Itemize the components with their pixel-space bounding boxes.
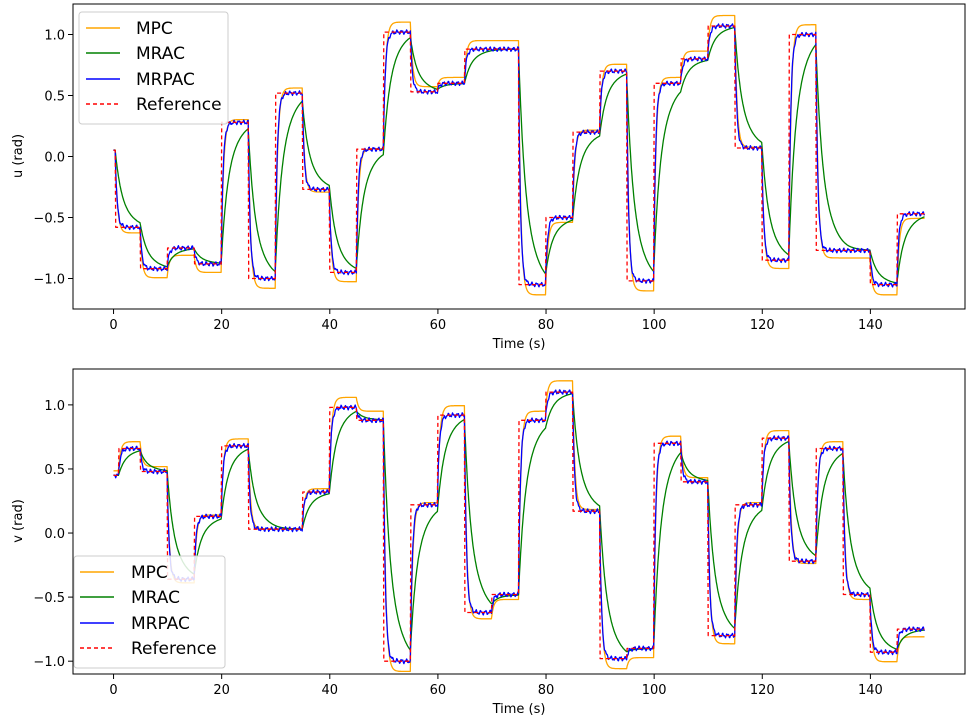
x-tick-label: 60 <box>430 683 447 698</box>
y-axis-label: u (rad) <box>11 134 26 178</box>
series-reference-line <box>113 25 925 286</box>
legend: MPC MRAC MRPAC Reference <box>73 555 226 669</box>
y-tick-label: 0.5 <box>44 90 65 105</box>
x-tick-label: 120 <box>750 683 775 698</box>
y-tick-label: 0.5 <box>44 463 65 478</box>
y-axis-label: v (rad) <box>11 499 26 543</box>
axis-ticks: 0 20 40 60 80 100 120 140 −1.0 −0.5 0.0 0.5 1.0 <box>33 29 882 334</box>
series-reference-line <box>113 391 925 662</box>
x-tick-label: 40 <box>322 683 339 698</box>
series-lines <box>113 380 926 673</box>
legend: MPC MRAC MRPAC Reference <box>78 11 229 125</box>
x-axis-label: Time (s) <box>492 337 546 352</box>
x-tick-label: 140 <box>858 683 883 698</box>
legend-box <box>73 555 226 669</box>
series-lines <box>113 14 926 296</box>
y-tick-label: 0.0 <box>44 151 65 166</box>
axes-frame <box>72 368 966 675</box>
x-tick-label: 20 <box>213 683 230 698</box>
legend-label-mrac: MRAC <box>136 44 185 64</box>
x-tick-label: 0 <box>109 683 117 698</box>
x-tick-label: 20 <box>213 318 230 333</box>
legend-label-mrpac: MRPAC <box>131 614 190 634</box>
legend-label-mpc: MPC <box>131 563 168 583</box>
axis-ticks: 0 20 40 60 80 100 120 140 −1.0 −0.5 0.0 0.5 1.0 <box>33 399 882 698</box>
legend-box <box>78 11 229 125</box>
x-tick-label: 80 <box>538 318 555 333</box>
x-tick-label: 60 <box>430 318 447 333</box>
legend-label-mrpac: MRPAC <box>136 70 195 90</box>
y-tick-label: −0.5 <box>33 591 65 606</box>
x-tick-label: 40 <box>322 318 339 333</box>
legend-label-reference: Reference <box>131 639 217 659</box>
y-tick-label: −1.0 <box>33 655 65 670</box>
x-tick-label: 100 <box>642 683 667 698</box>
y-tick-label: 0.0 <box>44 527 65 542</box>
legend-label-reference: Reference <box>136 95 222 115</box>
y-tick-label: 1.0 <box>44 29 65 44</box>
legend-label-mpc: MPC <box>136 19 173 39</box>
chart-v: 0 20 40 60 80 100 120 140 −1.0 −0.5 0.0 0.5 1.0 Time… <box>11 368 966 717</box>
legend-label-mrac: MRAC <box>131 588 180 608</box>
y-tick-label: −0.5 <box>33 212 65 227</box>
y-tick-label: 1.0 <box>44 399 65 414</box>
x-axis-label: Time (s) <box>492 702 546 717</box>
x-tick-label: 120 <box>750 318 775 333</box>
x-tick-label: 100 <box>642 318 667 333</box>
y-tick-label: −1.0 <box>33 273 65 288</box>
x-tick-label: 80 <box>538 683 555 698</box>
chart-u: 0 20 40 60 80 100 120 140 −1.0 −0.5 0.0 0.5 1.0 Time… <box>11 3 966 352</box>
x-tick-label: 140 <box>858 318 883 333</box>
x-tick-label: 0 <box>109 318 117 333</box>
